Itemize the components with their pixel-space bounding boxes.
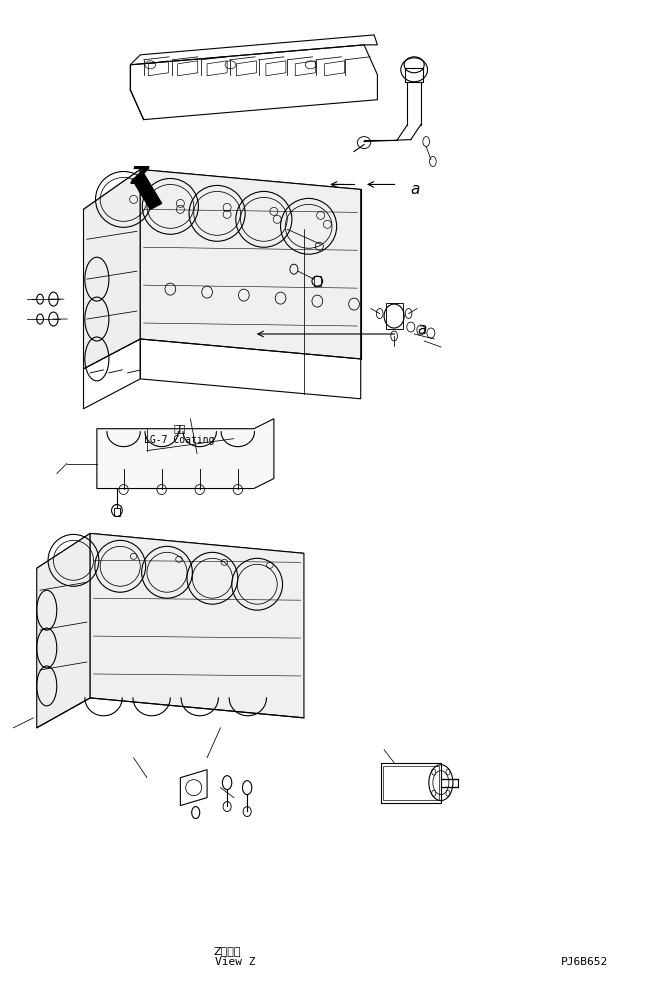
- Bar: [381, 763, 441, 803]
- Text: Z　　視: Z 視: [214, 946, 241, 956]
- Polygon shape: [90, 533, 304, 718]
- Polygon shape: [132, 173, 162, 209]
- Polygon shape: [97, 419, 274, 489]
- Bar: [386, 303, 403, 329]
- Polygon shape: [140, 169, 361, 359]
- Text: Z: Z: [130, 166, 148, 189]
- Bar: [405, 68, 423, 82]
- Text: PJ6B652: PJ6B652: [561, 957, 609, 967]
- Text: 涂布: 涂布: [174, 423, 186, 433]
- Bar: [114, 508, 120, 516]
- Text: View Z: View Z: [215, 957, 256, 967]
- Polygon shape: [37, 533, 90, 728]
- Polygon shape: [84, 169, 361, 229]
- Polygon shape: [37, 533, 304, 588]
- Bar: [314, 276, 321, 286]
- Text: a: a: [411, 182, 420, 197]
- Polygon shape: [84, 169, 140, 369]
- Text: a: a: [418, 322, 427, 337]
- Bar: [383, 766, 439, 800]
- Text: LG-7 Coating: LG-7 Coating: [144, 435, 214, 445]
